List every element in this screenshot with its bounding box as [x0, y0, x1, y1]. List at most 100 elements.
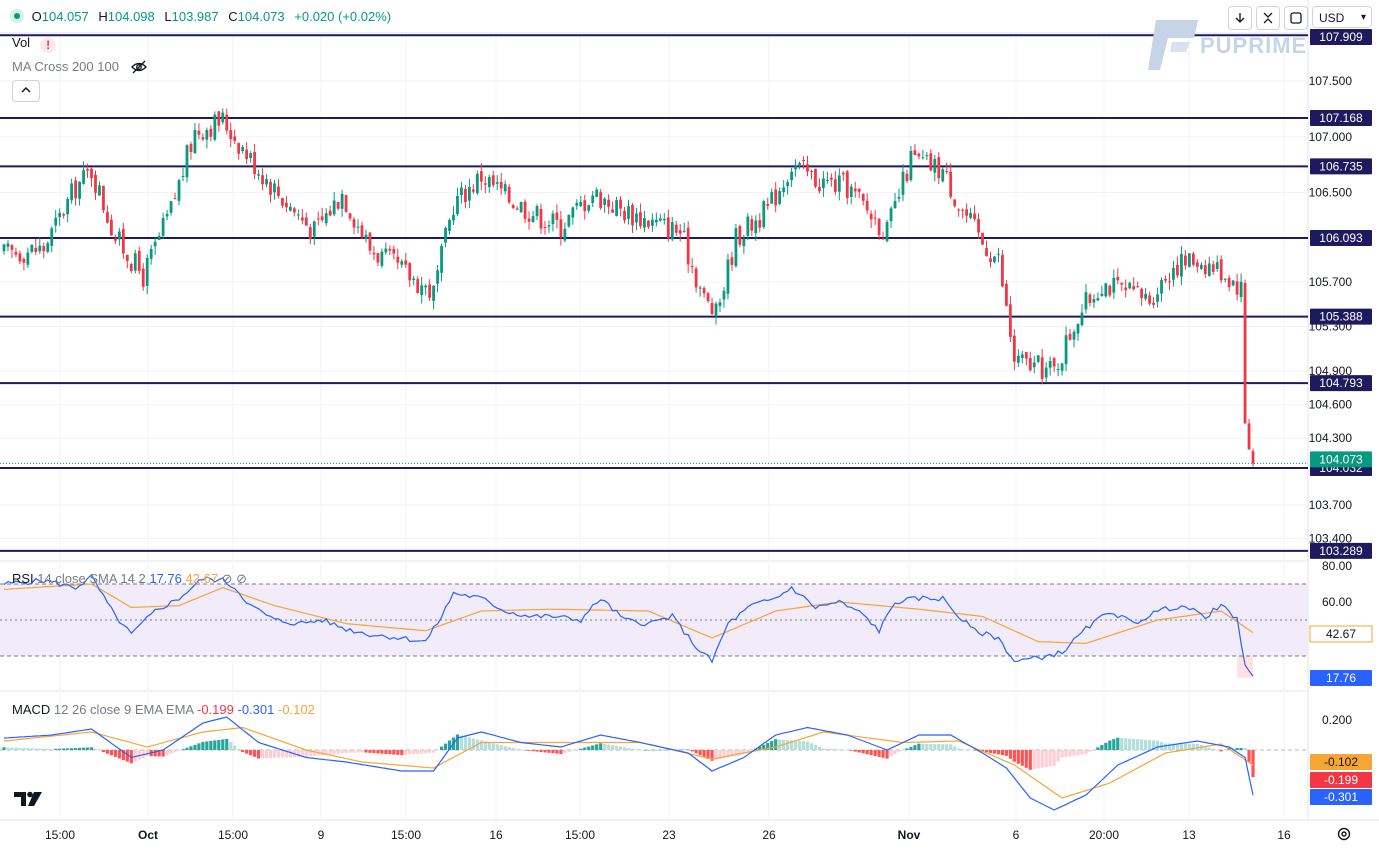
candle-body [905, 173, 909, 182]
candle-body [877, 218, 881, 236]
candle-body [1223, 278, 1227, 280]
candle-body [82, 170, 85, 184]
candle-body [571, 207, 575, 218]
arrow-down-icon [1235, 13, 1245, 23]
macd-histogram-bar [638, 750, 643, 751]
rsi-sma-axis-border [1309, 625, 1373, 643]
macd-histogram-bar [1112, 739, 1116, 750]
macd-histogram-bar [1247, 750, 1251, 763]
macd-histogram-bar [949, 744, 953, 750]
macd-histogram-bar [400, 750, 404, 756]
macd-histogram-bar [416, 750, 420, 754]
macd-histogram-bar [921, 743, 925, 750]
macd-histogram-bar [22, 748, 26, 750]
macd-histogram-bar [1207, 747, 1211, 750]
candle-body [487, 177, 491, 188]
maximize-pane-button[interactable] [1284, 6, 1308, 30]
candle-body [650, 219, 654, 226]
candle-body [957, 209, 961, 211]
macd-histogram-bar [539, 750, 543, 753]
candle-body [14, 251, 18, 255]
macd-histogram-bar [523, 750, 527, 751]
macd-histogram-bar [957, 748, 961, 750]
price-axis[interactable]: 107.500107.000106.500105.700105.300104.9… [1309, 74, 1353, 727]
macd-histogram-bar [1064, 750, 1068, 757]
macd-hist-axis-label-bg [1310, 772, 1372, 788]
candle-body [1136, 286, 1140, 288]
macd-legend[interactable]: MACD 12 26 close 9 EMA EMA -0.199 -0.301… [12, 702, 315, 717]
macd-histogram-bar [559, 750, 563, 755]
collapse-pane-button[interactable] [1256, 6, 1280, 30]
candle-body [444, 228, 447, 243]
candle-body [121, 228, 125, 254]
macd-histogram-bar [658, 749, 662, 751]
candle-body [1231, 280, 1235, 286]
macd-histogram-bar [93, 748, 98, 750]
candle-body [1112, 277, 1116, 293]
macd-histogram-bar [770, 741, 774, 750]
ma-legend[interactable]: MA Cross 200 100 [12, 59, 147, 74]
candle-body [973, 213, 976, 220]
candle-body [953, 199, 957, 207]
macd-histogram-bar [18, 747, 22, 750]
macd-histogram-bar [81, 747, 86, 750]
candle-body [1016, 355, 1020, 363]
candle-body [770, 191, 774, 204]
candle-body [519, 201, 523, 213]
macd-histogram-bar [495, 744, 499, 750]
candle-body [1044, 367, 1048, 378]
macd-histogram-bar [1155, 740, 1160, 750]
macd-histogram-bar [841, 749, 845, 751]
macd-histogram-bar [945, 744, 949, 750]
candle-body [997, 253, 1000, 255]
candle-body [304, 217, 308, 226]
collapse-legend-button[interactable] [12, 80, 40, 102]
macd-histogram-bar [650, 749, 654, 751]
macd-histogram-bar [1096, 747, 1100, 750]
candle-body [436, 270, 439, 284]
price-tick-label: 103.400 [1309, 532, 1353, 546]
rsi-legend[interactable]: RSI 14 close SMA 14 2 17.76 42.67 ⊘ ⊘ [12, 571, 247, 587]
price-tick-label: 106.500 [1309, 186, 1353, 200]
macd-histogram-bar [591, 745, 595, 750]
move-down-button[interactable] [1228, 6, 1252, 30]
macd-histogram-bar [364, 750, 368, 753]
warning-icon[interactable]: ! [40, 37, 57, 53]
macd-histogram-bar [1235, 747, 1239, 750]
macd-line [3, 716, 1254, 811]
candle-body [432, 285, 435, 301]
time-tick-label: 16 [489, 828, 503, 842]
candle-body [706, 293, 710, 302]
eye-hidden-icon[interactable] [130, 60, 147, 74]
macd-histogram-bar [801, 741, 806, 750]
macd-histogram-bar [917, 743, 921, 750]
candle-body [50, 228, 54, 246]
macd-histogram-bar [169, 750, 173, 754]
macd-histogram-bar [790, 740, 794, 750]
candle-body [316, 218, 320, 220]
macd-histogram-bar [690, 750, 694, 752]
currency-select[interactable]: USD ▾ [1312, 6, 1372, 28]
candle-body [499, 181, 503, 189]
macd-histogram-bar [46, 748, 50, 750]
gear-icon[interactable] [1336, 826, 1352, 842]
macd-histogram-bar [483, 741, 487, 750]
tradingview-logo[interactable] [14, 788, 46, 814]
vol-legend[interactable]: Vol! [12, 35, 57, 53]
candle-body [380, 251, 384, 266]
level-price-label-bg [1310, 375, 1372, 392]
candle-body [237, 143, 241, 154]
macd-title: MACD [12, 702, 51, 717]
time-axis[interactable]: 15:00 Oct 15:00 9 15:00 16 15:00 23 26 Nov 6 20:00 1… [45, 828, 1291, 842]
candle-body [1184, 255, 1187, 266]
macd-histogram-bar [1068, 750, 1072, 757]
candle-body [483, 183, 487, 185]
axis-price-labels: 107.909 107.168 106.735 106.093 105.388 104.7… [1309, 29, 1373, 805]
candle-body [408, 263, 412, 281]
candle-body [1005, 283, 1008, 306]
macd-histogram-bar [245, 750, 249, 754]
candle-body [845, 171, 849, 198]
macd-axis-label-bg [1310, 789, 1372, 805]
macd-histogram-bar [1171, 743, 1176, 750]
